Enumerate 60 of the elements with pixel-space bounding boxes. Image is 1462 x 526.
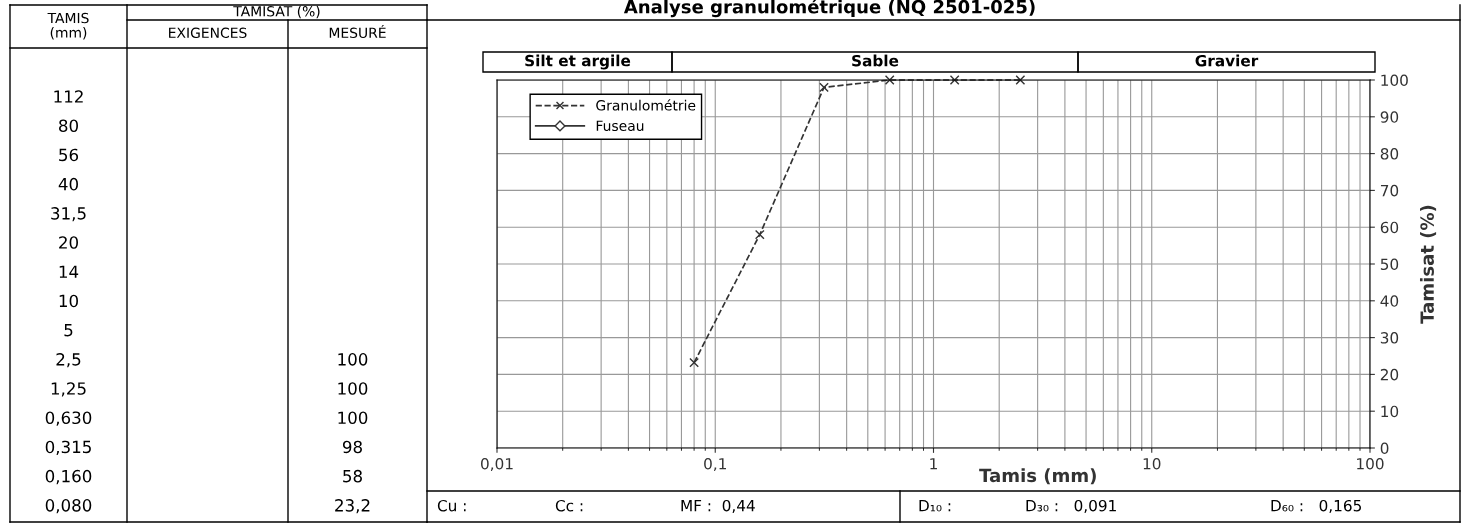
text: 100 <box>338 382 368 395</box>
point <box>884 75 895 85</box>
category-label: 80 <box>59 119 78 133</box>
text: D₆₀ : 0,165 <box>1271 499 1361 513</box>
category-label: 10 <box>59 294 78 308</box>
text: D₁₀ : <box>919 500 951 512</box>
category-label: 2,5 <box>56 353 81 368</box>
x-tick-label: 0,01 <box>481 457 513 472</box>
category-label: 112 <box>54 90 83 103</box>
category-label: 14 <box>59 265 79 278</box>
y-tick-label: 40 <box>1380 295 1399 307</box>
text: MF : 0,44 <box>681 499 755 513</box>
category-label: 56 <box>59 148 79 162</box>
category-label: 0,630 <box>45 411 92 426</box>
text: 58 <box>343 469 362 483</box>
text: Cu : <box>437 499 466 512</box>
text: MESURÉ <box>329 24 386 39</box>
text: D₃₀ : 0,091 <box>1026 499 1116 513</box>
y-tick-label: 90 <box>1380 111 1399 123</box>
category-label: 40 <box>58 177 78 191</box>
x-tick-label: 0,1 <box>704 457 726 472</box>
point <box>949 75 960 85</box>
x-tick-label: 100 <box>1357 457 1384 470</box>
point <box>689 357 699 368</box>
text: Gravier <box>1195 54 1259 67</box>
text: 98 <box>342 440 362 454</box>
y-tick-label: 10 <box>1381 405 1399 418</box>
x-tick-label: 10 <box>1143 457 1161 470</box>
y-tick-label: 30 <box>1380 332 1399 344</box>
text: 100 <box>338 411 368 425</box>
category-label: 31,5 <box>51 207 86 222</box>
y-tick-label: 70 <box>1380 184 1399 197</box>
category-label: 5 <box>64 324 73 337</box>
y-tick-label: 60 <box>1380 221 1399 234</box>
point <box>1015 75 1026 85</box>
category-label: 20 <box>59 236 78 249</box>
point <box>819 82 829 93</box>
y-axis-title: Tamisat (%) <box>1419 205 1437 324</box>
legend-label: Fuseau <box>596 120 644 131</box>
y-tick-label: 80 <box>1380 148 1399 160</box>
text: Sable <box>852 54 899 67</box>
y-tick-label: 50 <box>1380 258 1399 271</box>
category-label: 0,160 <box>45 469 92 485</box>
text: 23,2 <box>335 499 370 514</box>
y-tick-label: 20 <box>1380 368 1399 381</box>
point <box>754 229 765 240</box>
category-label: 1,25 <box>51 382 86 397</box>
text: TAMIS (mm) <box>47 12 89 40</box>
legend-label: Granulométrie <box>596 99 696 111</box>
text: Silt et argile <box>525 54 631 70</box>
category-label: 0,315 <box>45 440 91 455</box>
category-label: 0,080 <box>45 499 92 514</box>
x-axis-title: Tamis (mm) <box>979 468 1096 485</box>
y-tick-label: 100 <box>1381 74 1408 87</box>
text: 100 <box>338 353 368 366</box>
text: TAMISAT (%) <box>233 5 320 19</box>
text: EXIGENCES <box>169 27 247 39</box>
text: Cc : <box>555 499 583 512</box>
x-tick-label: 1 <box>930 458 937 470</box>
y-tick-label: 0 <box>1380 442 1389 455</box>
